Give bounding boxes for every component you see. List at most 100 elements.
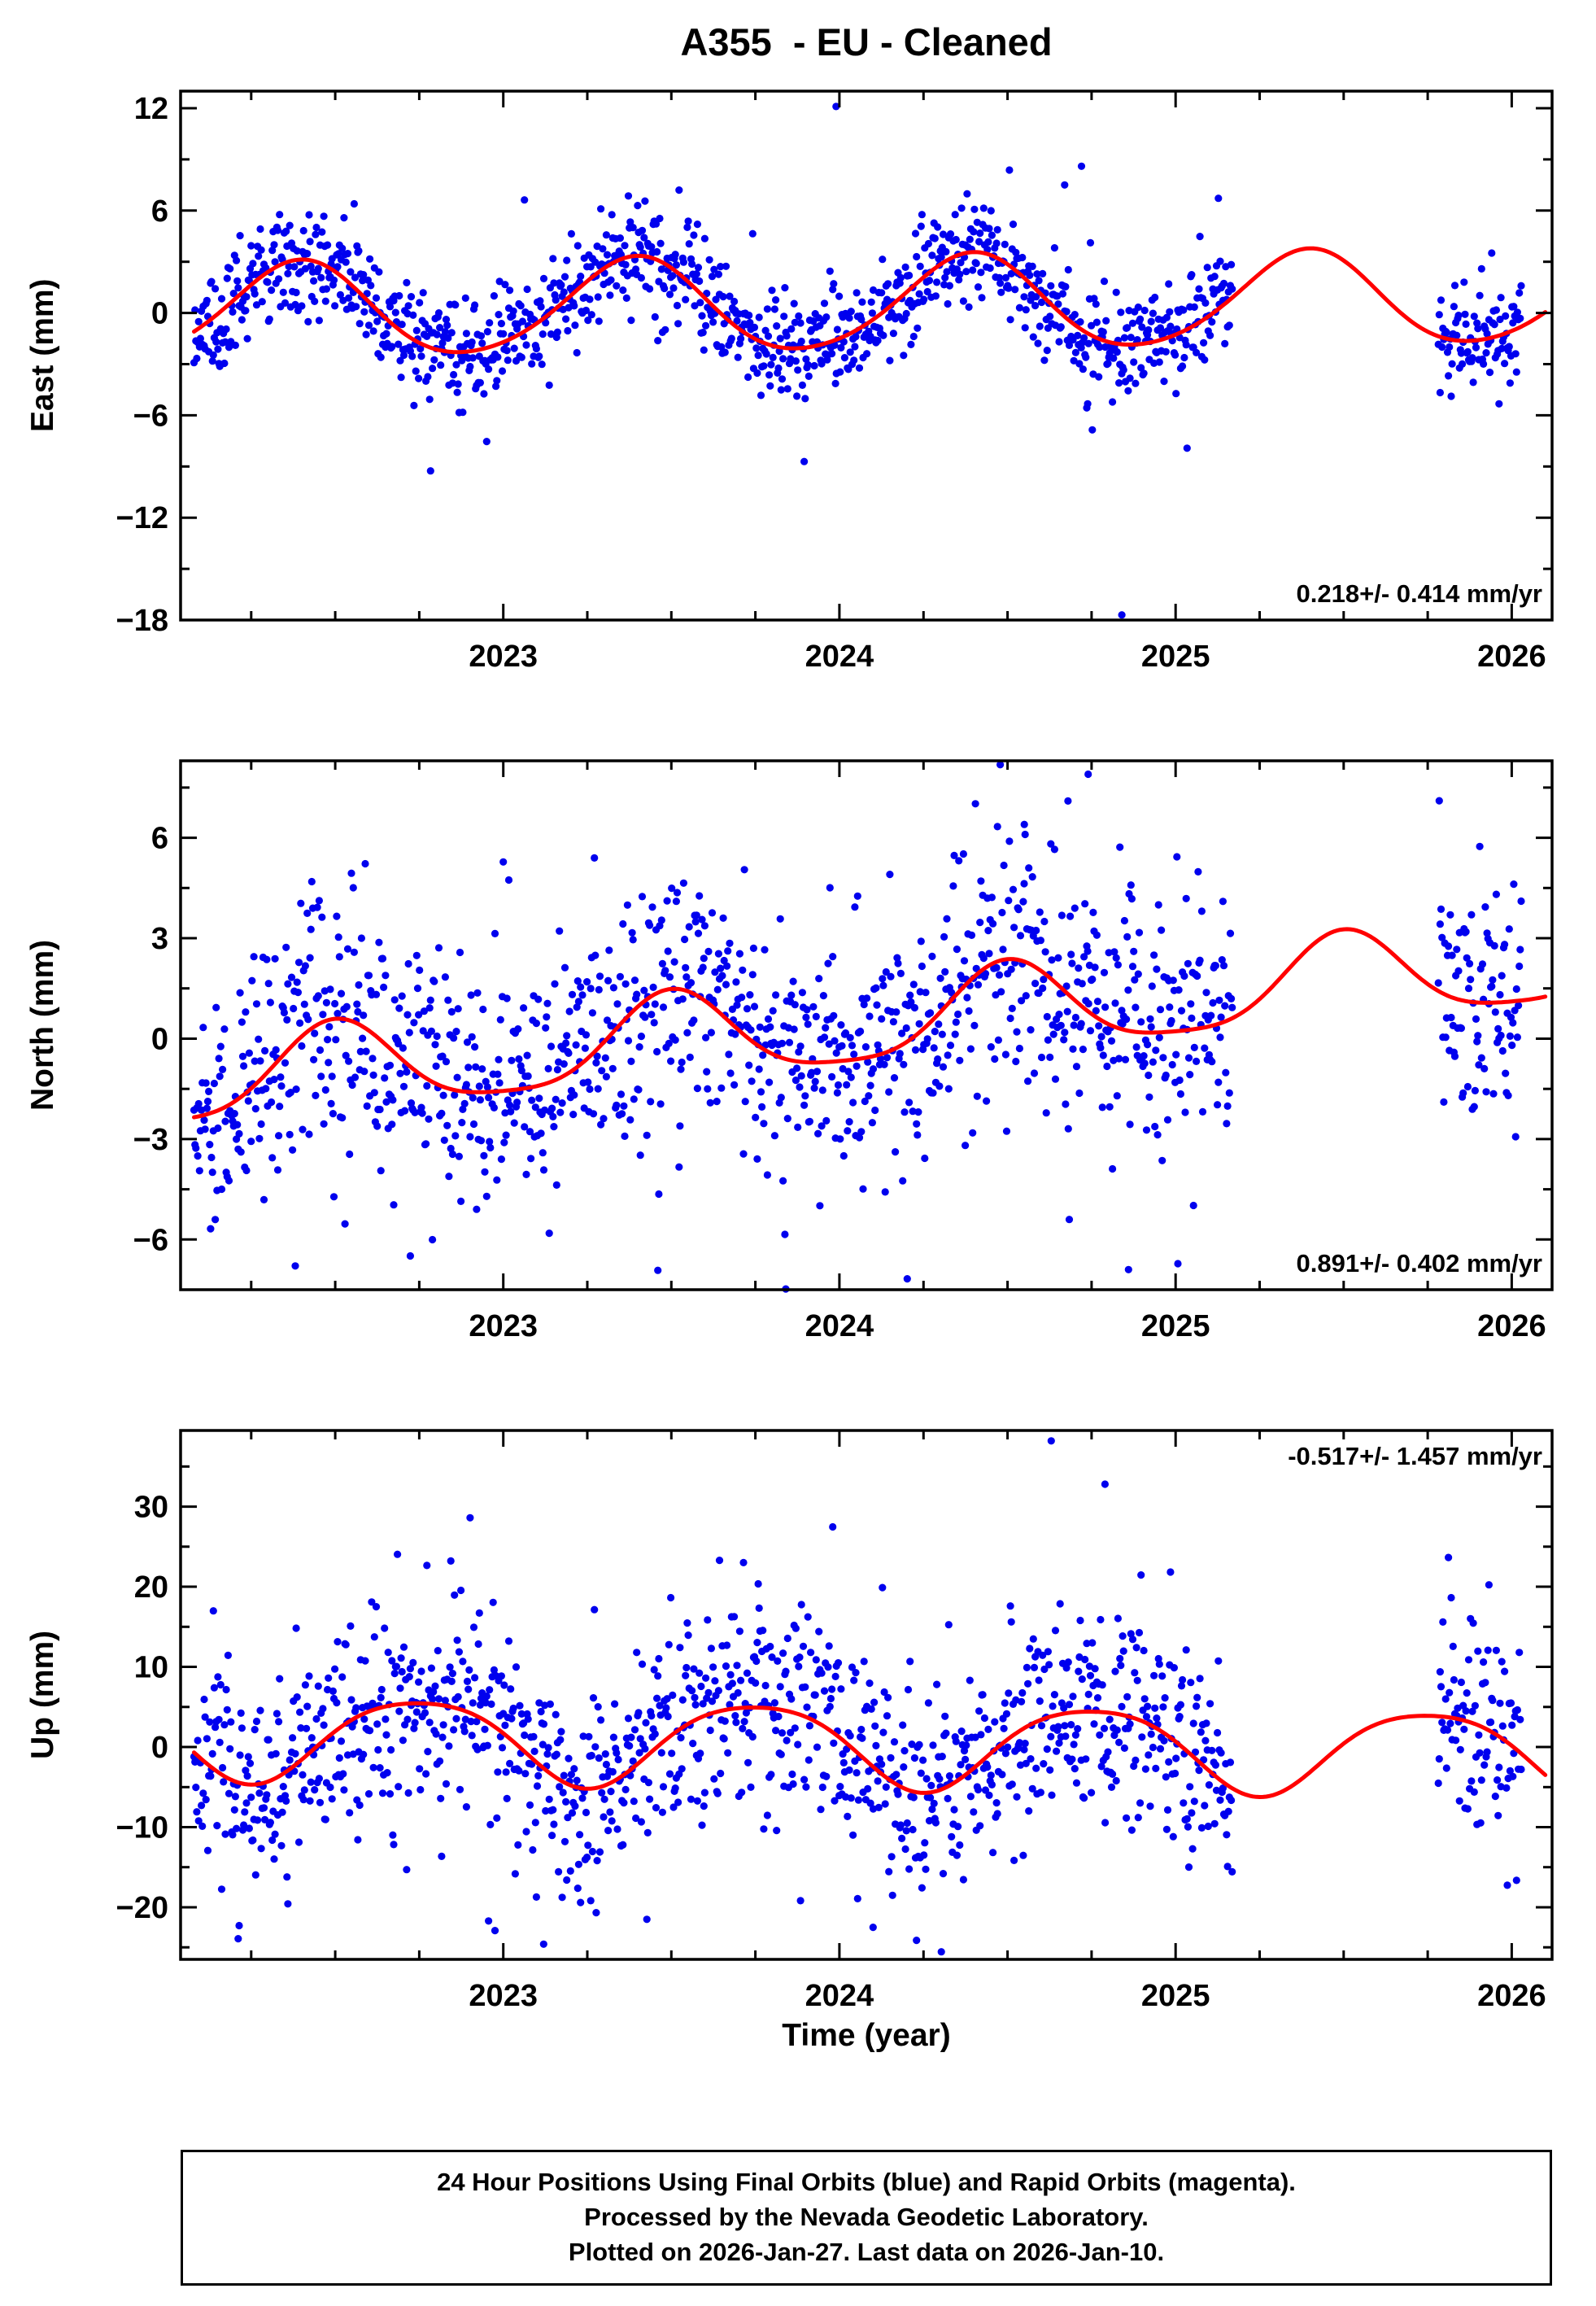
data-point xyxy=(494,353,502,361)
data-point xyxy=(611,1700,619,1708)
x-tick-label: 2025 xyxy=(1141,1979,1210,2013)
data-point xyxy=(1179,1675,1187,1684)
data-point xyxy=(563,1032,571,1040)
data-point xyxy=(1071,1731,1079,1739)
data-point xyxy=(709,318,717,326)
data-point xyxy=(740,866,748,874)
data-point xyxy=(247,242,255,250)
data-point xyxy=(983,246,992,254)
data-point xyxy=(1031,302,1040,310)
data-point xyxy=(286,1130,294,1138)
data-point xyxy=(1197,1728,1205,1736)
north-model-fit-curve xyxy=(192,927,1548,1120)
data-point xyxy=(1501,360,1509,368)
data-point xyxy=(213,1822,221,1830)
data-point xyxy=(480,390,488,398)
data-point xyxy=(962,1755,970,1763)
data-point xyxy=(734,353,742,361)
data-point xyxy=(741,1098,749,1106)
data-point xyxy=(1127,895,1136,903)
data-point xyxy=(604,976,613,985)
data-point xyxy=(1517,1765,1525,1774)
data-point xyxy=(335,1754,343,1762)
data-point xyxy=(502,1768,510,1776)
data-point xyxy=(994,1036,1002,1044)
data-point xyxy=(1155,358,1163,366)
data-point xyxy=(548,1832,556,1840)
data-point xyxy=(710,265,718,273)
data-point xyxy=(861,1097,869,1106)
data-point xyxy=(321,1085,329,1094)
data-point xyxy=(581,1044,590,1052)
data-point xyxy=(448,1670,457,1678)
data-point xyxy=(434,309,443,317)
data-point xyxy=(231,341,239,349)
data-point xyxy=(1001,1050,1009,1059)
data-point xyxy=(1126,374,1134,382)
data-point xyxy=(748,1077,756,1085)
data-point xyxy=(482,1192,491,1200)
data-point xyxy=(1203,264,1211,272)
data-point xyxy=(539,1740,547,1749)
data-point xyxy=(532,344,541,353)
data-point xyxy=(1512,368,1520,376)
data-point xyxy=(900,1763,908,1771)
data-point xyxy=(709,1663,717,1671)
data-point xyxy=(1435,797,1443,805)
data-point xyxy=(1219,1784,1227,1793)
data-point xyxy=(219,1763,227,1772)
data-point xyxy=(1024,1679,1032,1688)
data-point xyxy=(279,1783,287,1791)
data-point xyxy=(417,1103,425,1112)
data-point xyxy=(361,859,369,868)
data-point xyxy=(354,1836,362,1844)
data-point xyxy=(992,239,1001,247)
data-point xyxy=(1509,1772,1517,1780)
data-point xyxy=(1062,308,1071,316)
data-point xyxy=(261,1046,269,1055)
data-point xyxy=(438,1052,447,1060)
data-point xyxy=(1097,1033,1105,1041)
data-point xyxy=(421,1709,430,1717)
data-point xyxy=(917,1769,925,1777)
data-point xyxy=(1476,291,1484,299)
data-point xyxy=(493,1814,501,1822)
data-point xyxy=(850,1676,858,1684)
data-point xyxy=(312,1091,320,1099)
data-point xyxy=(1475,1061,1483,1069)
data-point xyxy=(882,967,890,976)
data-point xyxy=(782,1667,790,1675)
data-point xyxy=(256,1706,264,1714)
data-point xyxy=(1219,962,1228,970)
data-point xyxy=(705,255,713,264)
data-point xyxy=(654,337,662,345)
data-point xyxy=(360,1715,368,1723)
outlier-data-point xyxy=(1064,797,1072,805)
data-point xyxy=(913,1120,921,1128)
data-point xyxy=(203,1098,212,1106)
data-point xyxy=(1112,954,1120,962)
data-point xyxy=(398,321,406,329)
data-point xyxy=(460,1727,469,1736)
data-point xyxy=(598,1067,606,1075)
data-point xyxy=(872,1741,880,1749)
data-point xyxy=(1137,364,1145,372)
data-point xyxy=(967,931,976,939)
data-point xyxy=(293,1693,301,1701)
data-point xyxy=(408,352,416,360)
data-point xyxy=(1158,926,1166,934)
data-point xyxy=(933,1680,941,1688)
data-point xyxy=(222,325,230,334)
data-point xyxy=(656,1701,664,1710)
data-point xyxy=(1162,1071,1170,1080)
data-point xyxy=(225,1177,233,1185)
data-point xyxy=(1205,1781,1213,1789)
data-point xyxy=(517,353,525,361)
data-point xyxy=(946,230,955,238)
data-point xyxy=(403,1068,411,1076)
data-point xyxy=(482,1692,491,1701)
data-point xyxy=(454,1692,462,1701)
data-point xyxy=(826,267,834,275)
data-point xyxy=(811,1691,819,1699)
data-point xyxy=(608,1767,617,1776)
